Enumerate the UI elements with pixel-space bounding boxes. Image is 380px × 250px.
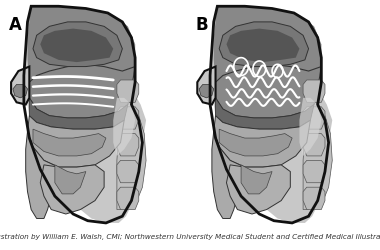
Polygon shape — [29, 65, 135, 118]
Polygon shape — [27, 7, 135, 83]
Polygon shape — [212, 132, 245, 218]
Text: B: B — [195, 16, 208, 34]
Polygon shape — [215, 65, 321, 118]
Polygon shape — [117, 107, 139, 130]
Polygon shape — [197, 67, 215, 105]
Polygon shape — [303, 161, 325, 183]
Polygon shape — [219, 23, 309, 67]
Polygon shape — [241, 165, 272, 194]
Polygon shape — [27, 116, 124, 168]
Polygon shape — [117, 98, 146, 210]
Polygon shape — [33, 23, 122, 67]
Polygon shape — [13, 85, 27, 98]
Polygon shape — [55, 165, 86, 194]
Polygon shape — [117, 161, 139, 183]
Polygon shape — [226, 165, 290, 214]
Polygon shape — [29, 98, 128, 130]
Polygon shape — [215, 98, 314, 130]
Polygon shape — [303, 134, 325, 156]
Polygon shape — [226, 30, 299, 63]
Polygon shape — [40, 30, 113, 63]
Text: Illustration by William E. Walsh, CMI; Northwestern University Medical Student a: Illustration by William E. Walsh, CMI; N… — [0, 233, 380, 239]
Polygon shape — [24, 7, 146, 223]
Polygon shape — [40, 165, 104, 214]
Polygon shape — [214, 7, 321, 83]
Polygon shape — [26, 132, 59, 218]
Polygon shape — [303, 81, 325, 103]
Polygon shape — [299, 98, 321, 156]
Polygon shape — [303, 98, 332, 210]
Polygon shape — [33, 130, 106, 156]
Polygon shape — [11, 67, 29, 105]
Polygon shape — [219, 130, 292, 156]
Polygon shape — [303, 107, 325, 130]
Polygon shape — [303, 188, 325, 210]
Polygon shape — [117, 81, 139, 103]
Polygon shape — [210, 7, 332, 223]
Polygon shape — [199, 85, 214, 98]
Polygon shape — [117, 134, 139, 156]
Polygon shape — [113, 98, 135, 156]
Polygon shape — [117, 188, 139, 210]
Polygon shape — [214, 116, 310, 168]
Text: A: A — [9, 16, 22, 34]
